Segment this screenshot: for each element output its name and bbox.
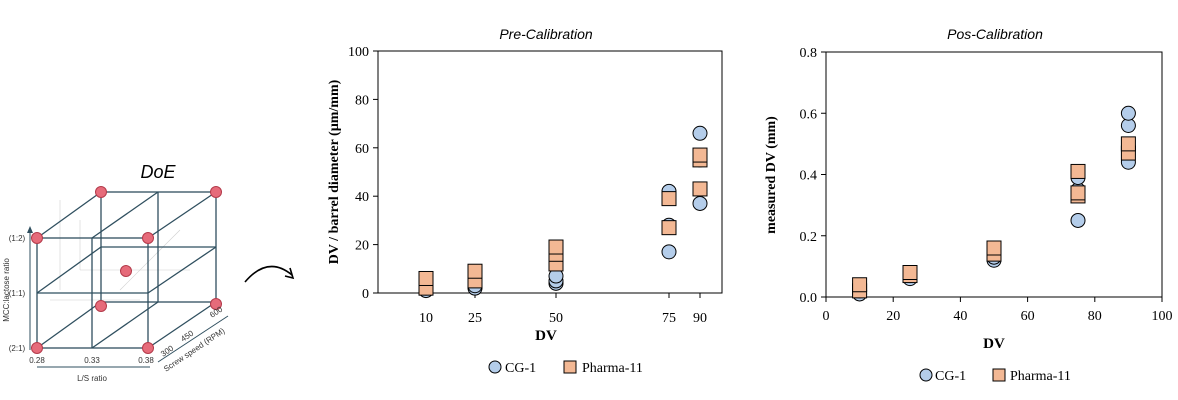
doe-x-tick: 0.33 bbox=[84, 356, 100, 365]
legend-marker-square bbox=[992, 368, 1006, 382]
y-tick-label: 100 bbox=[348, 45, 369, 60]
curved-arrow-icon bbox=[244, 265, 295, 283]
doe-y-tick: (1:2) bbox=[9, 234, 26, 243]
doe-background-grid bbox=[50, 200, 190, 301]
legend: CG-1 Pharma-11 bbox=[919, 368, 1071, 384]
legend: CG-1 Pharma-11 bbox=[488, 360, 643, 376]
x-axis-label: DV bbox=[983, 336, 1005, 352]
data-point-pharma11 bbox=[692, 181, 708, 197]
legend-marker-square bbox=[563, 360, 577, 374]
doe-point bbox=[210, 186, 222, 198]
y-tick-label: 80 bbox=[355, 93, 369, 108]
doe-point bbox=[210, 298, 222, 310]
doe-x-label: L/S ratio bbox=[77, 374, 107, 383]
doe-point bbox=[120, 265, 132, 277]
legend-label: Pharma-11 bbox=[582, 361, 643, 376]
doe-point bbox=[95, 186, 107, 198]
doe-x-tick: 0.38 bbox=[138, 356, 154, 365]
legend-label: Pharma-11 bbox=[1010, 369, 1071, 384]
x-tick-label: 50 bbox=[549, 311, 563, 326]
x-tick-label: 0 bbox=[823, 309, 830, 324]
data-point-cg1 bbox=[661, 244, 677, 260]
x-tick-label: 40 bbox=[953, 309, 967, 324]
legend-label: CG-1 bbox=[935, 369, 966, 384]
data-point-pharma11 bbox=[1070, 185, 1086, 201]
data-point-cg1 bbox=[1070, 212, 1086, 228]
doe-y-tick: (2:1) bbox=[9, 344, 26, 353]
y-tick-label: 0.8 bbox=[800, 46, 818, 61]
doe-x-tick: 0.28 bbox=[29, 356, 45, 365]
doe-cube-diagram: DoE bbox=[2, 162, 229, 383]
data-point-cg1 bbox=[692, 125, 708, 141]
x-axis-label: DV bbox=[535, 328, 557, 344]
doe-z-tick: 300 bbox=[159, 343, 176, 358]
y-axis-label: DV / barrel diameter (µm/mm) bbox=[327, 79, 342, 264]
x-tick-label: 20 bbox=[886, 309, 900, 324]
data-point-pharma11 bbox=[661, 191, 677, 207]
y-tick-label: 60 bbox=[355, 142, 369, 157]
y-tick-label: 0.0 bbox=[800, 291, 818, 306]
x-tick-label: 10 bbox=[419, 311, 433, 326]
doe-y-label: MCC:lactose ratio bbox=[2, 258, 11, 322]
y-tick-label: 0.4 bbox=[800, 169, 818, 184]
x-tick-label: 25 bbox=[468, 311, 482, 326]
chart-title: Pre-Calibration bbox=[499, 26, 593, 42]
legend-label: CG-1 bbox=[505, 361, 536, 376]
y-tick-label: 0 bbox=[362, 287, 369, 302]
doe-y-tick: (1:1) bbox=[9, 289, 26, 298]
doe-points bbox=[31, 186, 222, 354]
doe-title: DoE bbox=[140, 162, 176, 182]
y-axis-label: measured DV (mm) bbox=[764, 116, 779, 234]
doe-z-axis bbox=[157, 315, 229, 363]
data-point-pharma11 bbox=[467, 263, 483, 279]
data-point-pharma11 bbox=[986, 240, 1002, 256]
doe-y-arrow-icon bbox=[27, 226, 33, 233]
doe-z-tick: 450 bbox=[179, 328, 196, 343]
data-point-pharma11 bbox=[548, 239, 564, 255]
data-point-pharma11 bbox=[852, 277, 868, 293]
data-point-pharma11 bbox=[902, 265, 918, 280]
data-point-pharma11 bbox=[1120, 136, 1136, 152]
x-tick-label: 90 bbox=[693, 311, 707, 326]
data-point-cg1 bbox=[1120, 105, 1136, 121]
data-point-pharma11 bbox=[418, 270, 434, 286]
legend-marker-circle bbox=[919, 368, 933, 382]
data-point-pharma11 bbox=[692, 147, 708, 163]
x-tick-label: 75 bbox=[662, 311, 676, 326]
y-tick-label: 20 bbox=[355, 239, 369, 254]
data-point-cg1 bbox=[692, 195, 708, 211]
data-point-pharma11 bbox=[1070, 163, 1086, 179]
y-tick-label: 40 bbox=[355, 190, 369, 205]
y-tick-label: 0.6 bbox=[800, 107, 818, 122]
legend-marker-circle bbox=[488, 360, 502, 374]
plot-frame bbox=[377, 50, 723, 294]
doe-point bbox=[31, 232, 43, 244]
x-tick-label: 100 bbox=[1152, 309, 1173, 324]
chart-pre-calibration: Pre-Calibration DV / barrel diameter (µm… bbox=[327, 26, 723, 376]
doe-z-tick: 600 bbox=[208, 304, 225, 319]
x-tick-label: 60 bbox=[1021, 309, 1035, 324]
doe-point bbox=[31, 342, 43, 354]
data-point-pharma11 bbox=[661, 220, 677, 236]
x-tick-label: 80 bbox=[1088, 309, 1102, 324]
chart-title: Pos-Calibration bbox=[947, 26, 1043, 42]
chart-pos-calibration: Pos-Calibration measured DV (mm) DV 0.0 0… bbox=[764, 26, 1173, 384]
doe-cube-edges bbox=[36, 191, 217, 349]
doe-point bbox=[95, 300, 107, 312]
y-tick-label: 0.2 bbox=[800, 230, 818, 245]
doe-point bbox=[142, 342, 154, 354]
doe-point bbox=[142, 232, 154, 244]
